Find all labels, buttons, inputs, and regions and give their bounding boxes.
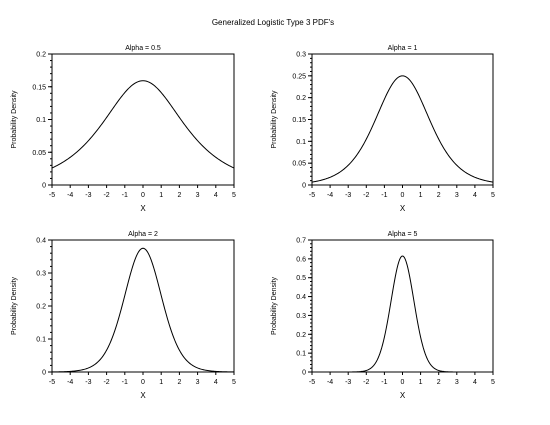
x-tick-label: -4	[327, 379, 333, 386]
y-axis-label: Probability Density	[271, 90, 278, 148]
x-tick-label: 4	[214, 192, 218, 199]
y-tick-label: 0.1	[296, 351, 306, 358]
y-tick-label: 0.15	[292, 117, 306, 124]
y-tick-label: 0	[302, 370, 306, 377]
x-tick-label: 3	[196, 379, 200, 386]
panel-4: Alpha = 5 -5 -4 -3 -2 -1 0 1 2 3 4 5 0 0.1 0.2 0.3 0.4 0.…	[271, 231, 495, 400]
y-tick-label: 0.2	[36, 52, 46, 59]
x-tick-label: 3	[455, 379, 459, 386]
x-tick-label: -2	[363, 192, 369, 199]
y-axis-label: Probability Density	[271, 277, 278, 335]
y-tick-label: 0	[42, 183, 46, 190]
y-tick-label: 0.3	[296, 313, 306, 320]
x-tick-label: -1	[122, 192, 128, 199]
x-tick-label: -3	[85, 379, 91, 386]
y-tick-label: 0.3	[36, 271, 46, 278]
x-tick-label: 3	[196, 192, 200, 199]
x-tick-label: -1	[122, 379, 128, 386]
x-tick-label: 0	[141, 192, 145, 199]
x-tick-label: 5	[491, 379, 495, 386]
panel-1: Alpha = 0.5 -5 -4 -3 -2 -1 0 1 2 3 4 5 0 0.05 0.1 0.15 0…	[11, 45, 236, 213]
x-tick-label: -3	[345, 379, 351, 386]
plot-frame	[51, 53, 235, 186]
x-tick-label: -2	[363, 379, 369, 386]
x-tick-label: -2	[103, 192, 109, 199]
x-tick-label: -4	[67, 379, 73, 386]
y-tick-label: 0.5	[296, 275, 306, 282]
panel-title: Alpha = 0.5	[125, 45, 161, 52]
pdf-curve	[51, 80, 235, 169]
y-axis-label: Probability Density	[11, 90, 18, 148]
y-tick-label: 0.1	[36, 117, 46, 124]
x-tick-label: 0	[401, 379, 405, 386]
x-tick-label: -2	[103, 379, 109, 386]
x-tick-label: 2	[437, 379, 441, 386]
y-tick-label: 0.4	[36, 238, 46, 245]
x-axis-label: X	[140, 204, 146, 213]
panel-title: Alpha = 2	[128, 231, 158, 238]
x-tick-label: 2	[177, 192, 181, 199]
y-tick-label: 0.05	[292, 161, 306, 168]
x-tick-label: -5	[309, 379, 315, 386]
x-tick-label: -4	[327, 192, 333, 199]
x-tick-label: -5	[309, 192, 315, 199]
x-axis-label: X	[400, 391, 406, 400]
x-tick-label: 0	[401, 192, 405, 199]
y-tick-label: 0.15	[32, 84, 46, 91]
plot-frame	[311, 53, 494, 186]
y-tick-label: 0.6	[296, 256, 306, 263]
y-tick-label: 0.1	[36, 337, 46, 344]
y-tick-label: 0	[302, 183, 306, 190]
pdf-curve	[311, 75, 494, 183]
y-tick-label: 0.05	[32, 150, 46, 157]
x-tick-label: 2	[437, 192, 441, 199]
x-tick-label: 5	[232, 192, 236, 199]
x-tick-label: 4	[214, 379, 218, 386]
x-tick-label: 1	[419, 192, 423, 199]
y-tick-label: 0	[42, 370, 46, 377]
x-tick-label: 5	[491, 192, 495, 199]
x-tick-label: 5	[232, 379, 236, 386]
plot-frame	[311, 239, 494, 373]
x-tick-label: 4	[473, 379, 477, 386]
y-tick-label: 0.4	[296, 294, 306, 301]
y-tick-label: 0.3	[296, 52, 306, 59]
x-tick-label: -4	[67, 192, 73, 199]
x-tick-label: -3	[345, 192, 351, 199]
x-tick-label: 1	[159, 379, 163, 386]
panel-3: Alpha = 2 -5 -4 -3 -2 -1 0 1 2 3 4 5 0 0.1 0.2 0.3 0.4 X P…	[11, 231, 236, 400]
panel-title: Alpha = 5	[388, 231, 418, 238]
x-tick-label: 1	[419, 379, 423, 386]
x-tick-label: 0	[141, 379, 145, 386]
pdf-curve	[51, 247, 235, 373]
x-tick-label: 2	[177, 379, 181, 386]
x-axis-label: X	[400, 204, 406, 213]
x-tick-label: 1	[159, 192, 163, 199]
pdf-curve	[312, 255, 493, 373]
y-tick-label: 0.1	[296, 139, 306, 146]
y-tick-label: 0.7	[296, 238, 306, 245]
y-tick-label: 0.25	[292, 73, 306, 80]
plot-frame	[51, 239, 235, 373]
panel-2: Alpha = 1 -5 -4 -3 -2 -1 0 1 2 3 4 5 0 0.05 0.1 0.15 0.2…	[271, 45, 495, 213]
y-axis-label: Probability Density	[11, 277, 18, 335]
x-tick-label: -1	[381, 379, 387, 386]
panel-title: Alpha = 1	[388, 45, 418, 52]
x-axis-label: X	[140, 391, 146, 400]
y-tick-label: 0.2	[36, 304, 46, 311]
x-tick-label: -5	[49, 379, 55, 386]
x-tick-label: 3	[455, 192, 459, 199]
x-tick-label: -1	[381, 192, 387, 199]
panels: Alpha = 0.5-5 -4 -3 -2 -1 0 1 2 3 4 500.050.10.150…	[11, 45, 495, 400]
figure-title: Generalized Logistic Type 3 PDF's	[212, 18, 334, 27]
y-tick-label: 0.2	[296, 332, 306, 339]
y-tick-label: 0.2	[296, 95, 306, 102]
x-tick-label: -5	[49, 192, 55, 199]
x-tick-label: -3	[85, 192, 91, 199]
x-tick-label: 4	[473, 192, 477, 199]
